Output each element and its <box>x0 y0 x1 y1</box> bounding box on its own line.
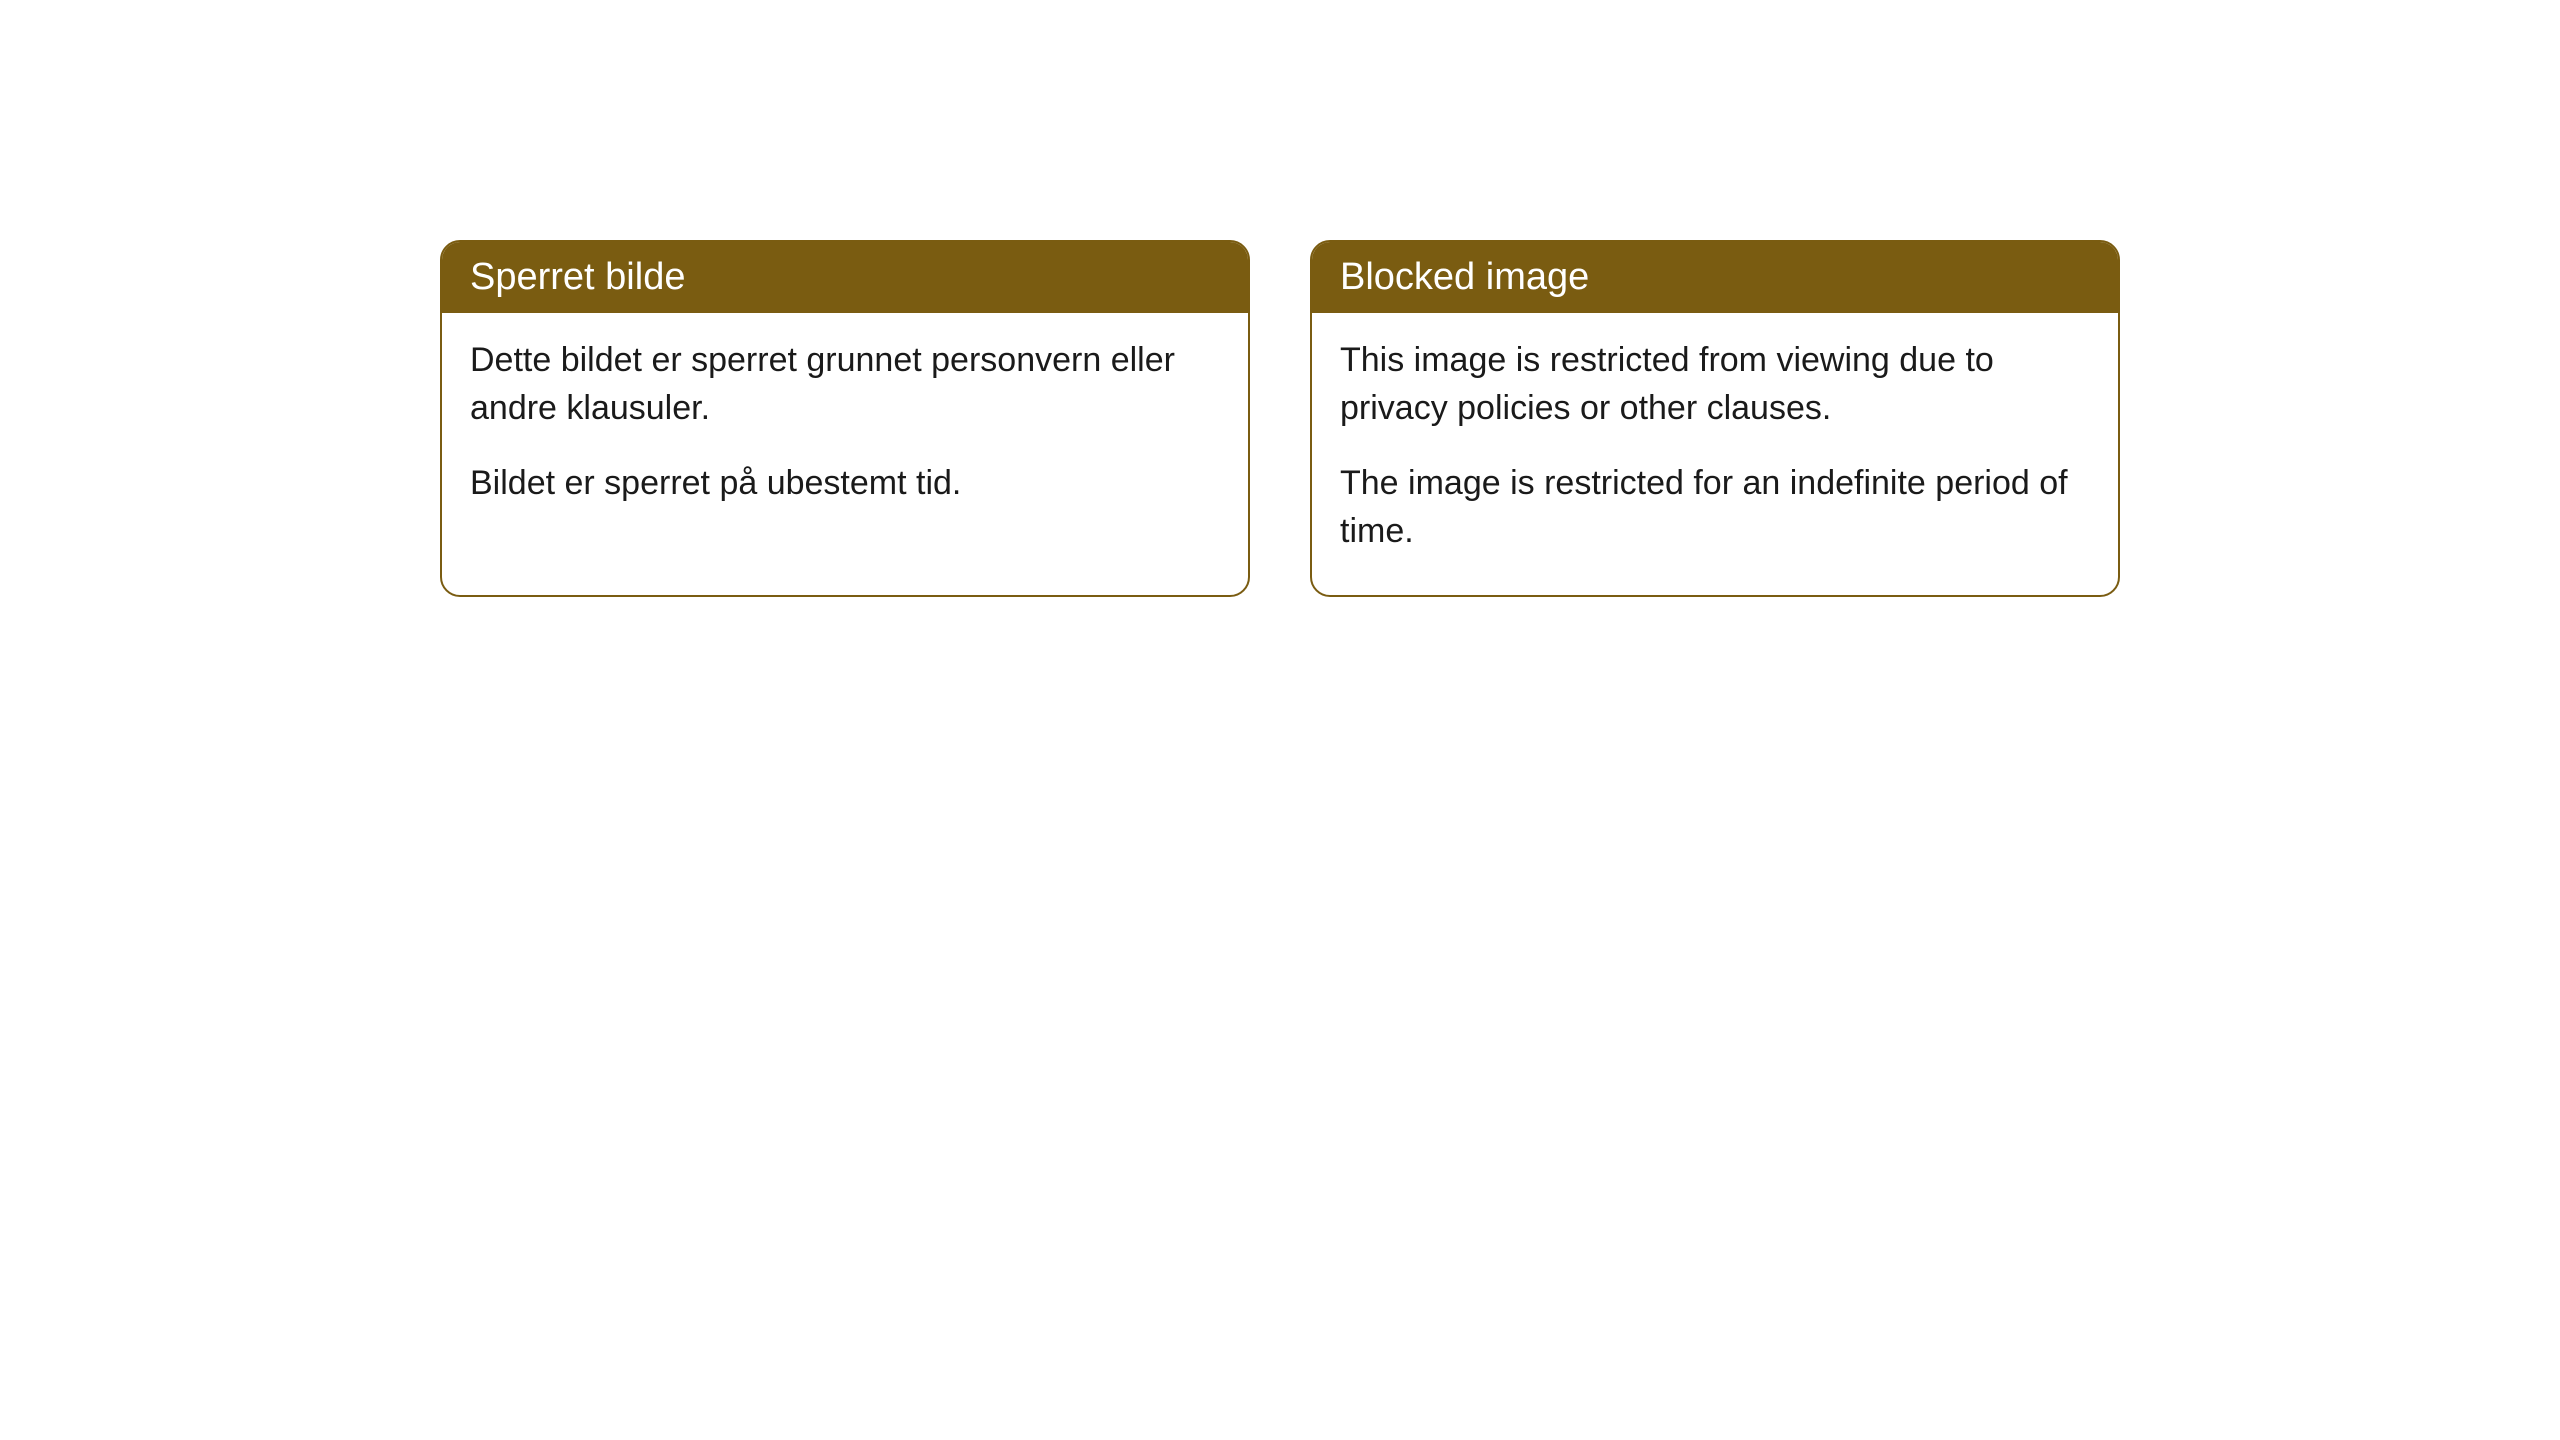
card-title: Blocked image <box>1340 256 1589 298</box>
card-body: Dette bildet er sperret grunnet personve… <box>442 313 1248 548</box>
blocked-image-card-norwegian: Sperret bilde Dette bildet er sperret gr… <box>440 240 1250 597</box>
notice-cards-container: Sperret bilde Dette bildet er sperret gr… <box>440 240 2120 597</box>
card-paragraph: The image is restricted for an indefinit… <box>1340 460 2090 555</box>
blocked-image-card-english: Blocked image This image is restricted f… <box>1310 240 2120 597</box>
card-body: This image is restricted from viewing du… <box>1312 313 2118 595</box>
card-header: Sperret bilde <box>442 242 1248 313</box>
card-paragraph: This image is restricted from viewing du… <box>1340 337 2090 432</box>
card-paragraph: Dette bildet er sperret grunnet personve… <box>470 337 1220 432</box>
card-header: Blocked image <box>1312 242 2118 313</box>
card-paragraph: Bildet er sperret på ubestemt tid. <box>470 460 1220 508</box>
card-title: Sperret bilde <box>470 256 685 298</box>
